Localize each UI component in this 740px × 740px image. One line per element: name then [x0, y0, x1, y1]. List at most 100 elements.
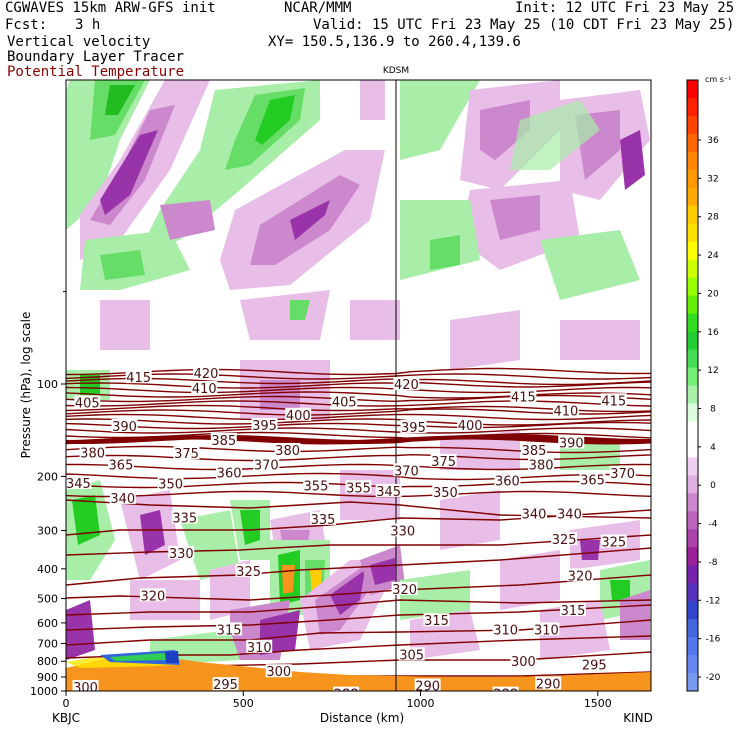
- theta-label-bg: [251, 417, 278, 431]
- theta-contour: [66, 509, 651, 536]
- colorbar-swatch: [687, 151, 698, 171]
- theta-label: 325: [601, 536, 626, 551]
- colorbar-swatch: [687, 583, 698, 602]
- theta-label-bg: [423, 613, 450, 627]
- theta-label: 325: [552, 533, 577, 548]
- theta-contour: [66, 499, 651, 519]
- colorbar-label: -16: [706, 635, 721, 645]
- theta-label: 330: [169, 547, 194, 562]
- theta-label-bg: [535, 676, 562, 690]
- theta-label: 295: [213, 678, 238, 693]
- colorbar-swatch: [687, 349, 698, 369]
- theta-contour: [66, 604, 651, 631]
- colorbar-swatch: [687, 331, 698, 351]
- colorbar-label: 24: [707, 251, 719, 261]
- colorbar-label: -12: [706, 596, 721, 606]
- theta-label: 400: [286, 409, 311, 424]
- theta-label-bg: [302, 478, 329, 492]
- theta-label-bg: [457, 417, 484, 431]
- cross-section-endpoints: XY= 150.5,136.9 to 260.4,139.6: [268, 34, 521, 50]
- theta-label: 415: [126, 371, 151, 386]
- theta-label-bg: [579, 472, 606, 486]
- colorbar-swatch: [687, 169, 698, 189]
- colorbar-label: -8: [709, 558, 718, 568]
- colorbar-swatch: [687, 295, 698, 315]
- colorbar-swatch: [687, 313, 698, 333]
- theta-label: 320: [392, 583, 417, 598]
- theta-contour: [66, 391, 651, 399]
- theta-contour: [66, 394, 651, 403]
- colorbar-swatch: [687, 547, 698, 566]
- colorbar-swatch: [687, 673, 698, 692]
- theta-label-bg: [74, 395, 101, 409]
- theta-label: 288: [334, 688, 359, 703]
- theta-label-bg: [551, 532, 578, 546]
- terrain: [66, 650, 651, 691]
- colorbar-swatch: [687, 439, 698, 458]
- theta-label: 385: [211, 434, 236, 449]
- theta-label-bg: [609, 466, 636, 480]
- theta-contour: [66, 574, 651, 601]
- colorbar-unit: cm s⁻¹: [705, 75, 731, 84]
- colorbar-swatch: [687, 259, 698, 279]
- theta-label-bg: [432, 485, 459, 499]
- theta-label-bg: [285, 407, 312, 421]
- theta-contour: [66, 421, 651, 430]
- theta-label: 315: [561, 604, 586, 619]
- theta-label: 400: [458, 419, 483, 434]
- theta-label: 375: [174, 447, 199, 462]
- theta-label-bg: [274, 442, 301, 456]
- colorbar-swatch: [687, 511, 698, 530]
- colorbar-swatch: [687, 565, 698, 584]
- theta-label-bg: [216, 465, 243, 479]
- theta-label: 410: [553, 405, 578, 420]
- theta-contour: [66, 400, 651, 407]
- theta-label-bg: [345, 480, 372, 494]
- theta-contour: [66, 599, 651, 616]
- theta-contour: [66, 377, 651, 386]
- colorbar-swatch: [687, 133, 698, 153]
- colorbar-swatch: [687, 97, 698, 117]
- theta-label-bg: [556, 506, 583, 520]
- colorbar-swatch: [687, 637, 698, 656]
- theta-label: 350: [158, 478, 183, 493]
- theta-label: 360: [217, 466, 242, 481]
- y-tick-label: 500: [37, 593, 58, 606]
- theta-label: 390: [559, 436, 584, 451]
- colorbar-swatch: [687, 241, 698, 261]
- theta-label-bg: [393, 463, 420, 477]
- midline-label: KDSM: [383, 66, 409, 76]
- theta-label-bg: [72, 679, 99, 691]
- y-tick-label: 300: [37, 524, 58, 537]
- organization: NCAR/MMM: [284, 0, 352, 16]
- theta-contour: [66, 367, 651, 376]
- field-vertical-velocity: Vertical velocity: [7, 34, 151, 50]
- x-tick-label: 1000: [407, 697, 435, 710]
- theta-label: 320: [568, 569, 593, 584]
- theta-label-bg: [216, 622, 243, 636]
- theta-label-bg: [375, 483, 402, 497]
- colorbar-swatch: [687, 277, 698, 297]
- y-tick-label: 1000: [30, 685, 58, 698]
- theta-label-bg: [494, 473, 521, 487]
- colorbar-label: 12: [707, 366, 718, 376]
- theta-label: 310: [534, 623, 559, 638]
- theta-label: 355: [304, 479, 329, 494]
- theta-label: 340: [110, 492, 135, 507]
- colorbar-label: 20: [707, 289, 719, 299]
- theta-label: 370: [394, 464, 419, 479]
- theta-label: 350: [433, 486, 458, 501]
- colorbar-swatch: [687, 655, 698, 674]
- theta-label-bg: [533, 622, 560, 636]
- theta-label: 340: [557, 507, 582, 522]
- theta-label: 365: [109, 459, 134, 474]
- theta-contour: [66, 534, 651, 556]
- y-tick-label: 200: [37, 470, 58, 483]
- theta-label: 405: [332, 395, 357, 410]
- theta-label: 300: [266, 665, 291, 680]
- colorbar-label: 32: [707, 174, 718, 184]
- right-station-label: KIND: [623, 711, 653, 725]
- theta-label-bg: [173, 446, 200, 460]
